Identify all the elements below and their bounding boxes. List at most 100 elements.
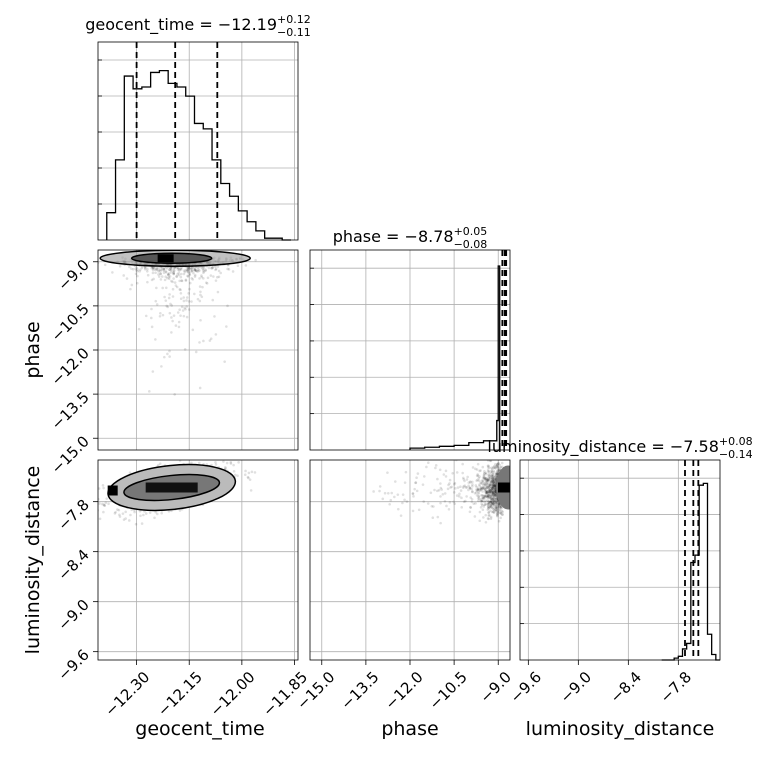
sample-point: [460, 506, 464, 509]
sample-point: [168, 266, 172, 269]
sample-point: [476, 487, 480, 491]
sample-point: [471, 480, 474, 484]
sample-point: [492, 478, 496, 482]
sample-point: [494, 467, 498, 470]
sample-point: [137, 327, 141, 331]
sample-point: [389, 498, 393, 502]
sample-point: [493, 489, 497, 493]
x-axis-label: luminosity_distance: [526, 718, 715, 740]
sample-point: [491, 498, 494, 501]
sample-point: [496, 469, 500, 472]
sample-point: [481, 494, 485, 498]
sample-point: [207, 266, 211, 270]
sample-point: [438, 468, 442, 472]
sample-point: [433, 488, 436, 492]
sample-point: [381, 497, 385, 501]
sample-point: [497, 502, 500, 506]
sample-point: [250, 470, 254, 474]
sample-point: [495, 471, 498, 475]
sample-point: [167, 273, 170, 276]
sample-point: [492, 475, 496, 479]
sample-point: [495, 503, 499, 507]
sample-point: [179, 268, 183, 271]
sample-point: [486, 505, 490, 508]
sample-point: [202, 267, 206, 270]
sample-point: [492, 492, 496, 495]
sample-point: [486, 494, 490, 498]
sample-point: [134, 267, 137, 271]
sample-point: [159, 278, 163, 281]
sample-point: [491, 491, 495, 495]
sample-point: [481, 499, 485, 503]
sample-point: [466, 475, 469, 479]
sample-point: [198, 341, 201, 344]
sample-point: [496, 510, 500, 514]
sample-point: [498, 468, 501, 471]
sample-point: [498, 504, 501, 508]
sample-point: [435, 489, 439, 493]
sample-point: [484, 499, 487, 502]
sample-point: [190, 276, 194, 280]
sample-point: [488, 496, 491, 499]
sample-point: [174, 324, 178, 327]
sample-point: [491, 485, 495, 489]
sample-point: [487, 500, 490, 503]
sample-point: [491, 497, 494, 501]
sample-point: [488, 493, 492, 497]
sample-point: [488, 495, 491, 499]
sample-point: [492, 494, 496, 497]
sample-point: [196, 268, 200, 271]
sample-point: [163, 355, 166, 359]
sample-point: [157, 273, 160, 276]
sample-point: [498, 463, 502, 467]
sample-point: [477, 491, 480, 494]
sample-point: [495, 508, 499, 512]
sample-point: [483, 503, 486, 507]
sample-point: [489, 499, 493, 502]
sample-point: [386, 471, 389, 474]
sample-point: [439, 486, 443, 490]
sample-point: [483, 488, 487, 491]
sample-point: [483, 476, 486, 479]
sample-point: [118, 264, 122, 268]
sample-point: [492, 487, 495, 491]
sample-point: [490, 498, 493, 501]
density-peak: [107, 485, 118, 496]
sample-point: [495, 474, 498, 478]
sample-point: [188, 281, 192, 285]
sample-point: [489, 517, 493, 521]
sample-point: [495, 465, 498, 468]
sample-point: [412, 495, 415, 498]
sample-point: [486, 485, 489, 489]
sample-point: [495, 472, 499, 476]
y-tick-label: −15.0: [48, 432, 93, 477]
x-tick-label: −7.8: [657, 668, 695, 706]
sample-point: [86, 493, 89, 496]
sample-point: [489, 500, 493, 503]
sample-point: [129, 513, 132, 517]
sample-point: [492, 479, 495, 483]
sample-point: [481, 496, 485, 500]
sample-point: [474, 484, 478, 487]
sample-point: [471, 483, 474, 486]
sample-point: [200, 275, 203, 279]
sample-point: [177, 325, 181, 329]
y-tick-label: −10.5: [48, 300, 93, 345]
sample-point: [203, 454, 206, 457]
sample-point: [157, 268, 160, 272]
sample-point: [491, 472, 495, 476]
y-tick-label: −13.5: [48, 388, 93, 433]
sample-point: [470, 485, 474, 488]
sample-point: [411, 509, 415, 513]
sample-point: [480, 486, 483, 490]
sample-point: [487, 489, 491, 493]
sample-point: [487, 507, 490, 510]
sample-point: [487, 501, 491, 505]
x-tick-label: −13.5: [337, 668, 382, 713]
sample-point: [139, 268, 142, 271]
sample-point: [491, 483, 495, 487]
sample-point: [481, 496, 484, 500]
sample-point: [98, 517, 102, 521]
sample-point: [494, 508, 498, 511]
sample-point: [499, 511, 502, 515]
